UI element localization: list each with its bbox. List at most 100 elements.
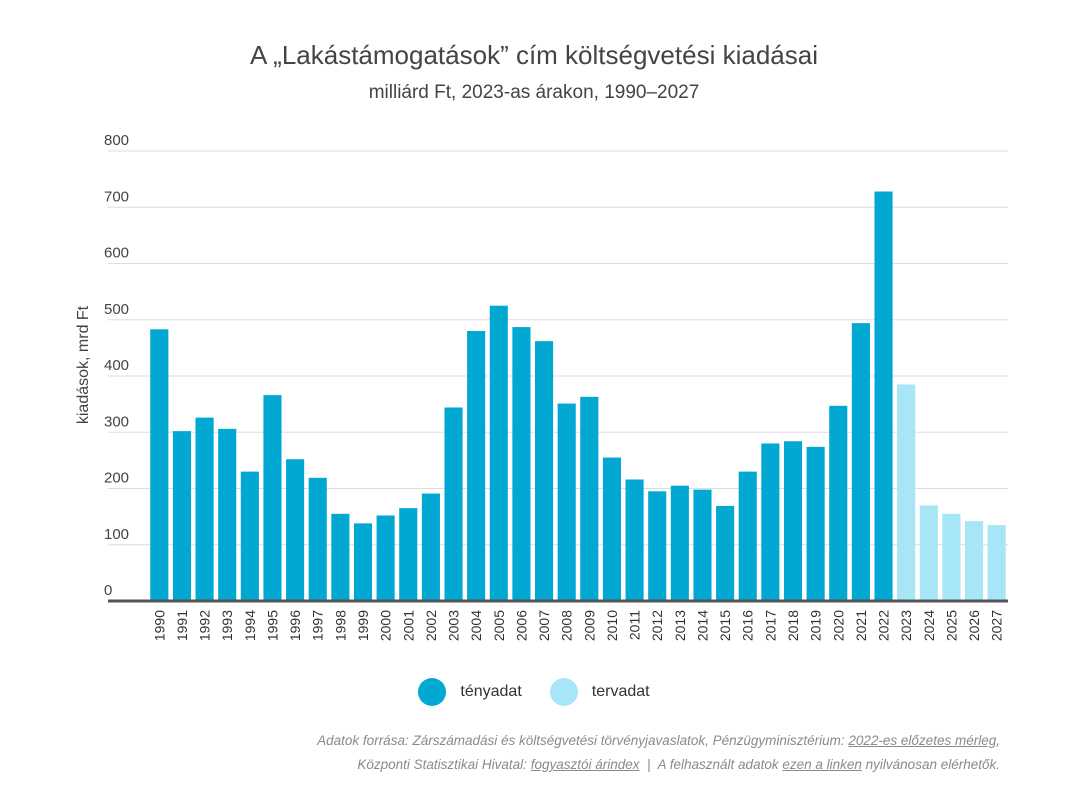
- x-tick-label: 1997: [310, 610, 326, 641]
- bar-2000: [376, 515, 395, 601]
- y-tick-label: 600: [104, 245, 129, 262]
- bars: [150, 191, 1006, 601]
- bar-2020: [829, 405, 848, 601]
- x-tick-label: 2023: [898, 610, 914, 641]
- bar-2004: [467, 331, 486, 601]
- x-tick-label: 2015: [717, 610, 733, 641]
- source-text: Központi Statisztikai Hivatal:: [357, 757, 531, 772]
- bar-2027: [987, 525, 1006, 601]
- x-tick-label: 2001: [400, 610, 416, 641]
- bar-2024: [919, 505, 938, 601]
- legend-label-planned: tervadat: [591, 683, 650, 700]
- bar-2005: [489, 305, 508, 601]
- preliminary-balance-link[interactable]: 2022-es előzetes mérleg: [848, 733, 997, 748]
- bar-2008: [557, 403, 576, 601]
- source-text: nyilvánosan elérhetők.: [861, 757, 1000, 772]
- legend-swatch-planned: [549, 678, 578, 706]
- y-tick-label: 200: [104, 470, 129, 487]
- x-tick-label: 2007: [536, 610, 552, 641]
- bar-1998: [331, 513, 350, 601]
- y-tick-label: 500: [104, 301, 129, 318]
- price-index-link[interactable]: fogyasztói árindex: [530, 757, 640, 772]
- x-tick-label: 2018: [785, 610, 801, 641]
- bar-1992: [195, 417, 214, 601]
- bar-1995: [263, 395, 282, 601]
- x-tick-label: 2003: [446, 610, 462, 641]
- bar-2019: [806, 446, 825, 601]
- y-tick-label: 800: [104, 132, 129, 149]
- bar-1993: [218, 428, 237, 601]
- bar-2003: [444, 407, 463, 601]
- bar-1991: [172, 431, 191, 601]
- legend-item-planned: tervadat: [549, 678, 650, 706]
- x-tick-label: 2026: [966, 610, 982, 641]
- x-tick-label: 2010: [604, 610, 620, 641]
- chart-title: A „Lakástámogatások” cím költségvetési k…: [250, 40, 818, 70]
- x-tick-label: 2012: [649, 610, 665, 641]
- x-axis-ticks: 1990 1991 1992 1993 1994 1995 1996 1997 1998 1999…: [151, 610, 1004, 641]
- bar-2017: [761, 443, 780, 601]
- x-tick-label: 2027: [989, 610, 1005, 641]
- bar-2001: [399, 508, 418, 601]
- x-tick-label: 1998: [332, 610, 348, 641]
- bar-1990: [150, 329, 169, 601]
- bar-2009: [580, 396, 599, 601]
- bar-2012: [648, 491, 667, 601]
- x-tick-label: 1996: [287, 610, 303, 641]
- bar-2015: [716, 505, 735, 601]
- legend: tényadat tervadat: [0, 678, 1068, 706]
- x-tick-label: 2024: [921, 610, 937, 641]
- y-tick-label: 0: [104, 582, 112, 599]
- bar-2023: [897, 384, 916, 601]
- source-line-2: Központi Statisztikai Hivatal: fogyasztó…: [100, 753, 1000, 777]
- bar-2013: [670, 485, 689, 601]
- source-note: Adatok forrása: Zárszámadási és költségv…: [100, 729, 1000, 777]
- x-tick-label: 2021: [853, 610, 869, 641]
- x-tick-label: 2004: [468, 610, 484, 641]
- bar-2007: [535, 341, 554, 601]
- legend-label-actual: tényadat: [460, 683, 522, 700]
- legend-item-actual: tényadat: [418, 678, 522, 706]
- x-tick-label: 1991: [174, 610, 190, 641]
- bar-2010: [602, 457, 621, 601]
- bar-2026: [965, 521, 984, 601]
- bar-1997: [308, 477, 327, 601]
- x-tick-label: 1990: [151, 610, 167, 641]
- source-line-1: Adatok forrása: Zárszámadási és költségv…: [100, 729, 1000, 753]
- x-tick-label: 2022: [876, 610, 892, 641]
- y-tick-label: 100: [104, 526, 129, 543]
- x-tick-label: 1995: [264, 610, 280, 641]
- bar-1994: [240, 471, 259, 601]
- y-axis-ticks: 0 100 200 300 400 500 600 700 800: [104, 132, 129, 599]
- y-tick-label: 300: [104, 413, 129, 430]
- x-tick-label: 2011: [627, 610, 643, 640]
- bar-2018: [783, 441, 803, 601]
- x-tick-label: 2005: [491, 610, 507, 641]
- bar-2006: [512, 327, 531, 601]
- bar-1996: [286, 459, 305, 601]
- bar-2022: [874, 191, 893, 601]
- source-text: ,: [996, 733, 1000, 748]
- source-text: | A felhasznált adatok: [639, 757, 783, 772]
- legend-swatch-actual: [418, 678, 447, 706]
- x-tick-label: 2019: [808, 610, 824, 641]
- bar-2002: [421, 493, 440, 601]
- bar-2014: [693, 489, 712, 601]
- bar-2021: [851, 323, 870, 601]
- bar-1999: [353, 523, 373, 601]
- x-tick-label: 1993: [219, 610, 235, 641]
- x-tick-label: 2000: [378, 610, 394, 641]
- bar-2016: [738, 471, 757, 601]
- y-tick-label: 700: [104, 188, 129, 205]
- x-tick-label: 2006: [513, 610, 529, 641]
- x-tick-label: 2008: [559, 610, 575, 641]
- x-tick-label: 2009: [581, 610, 597, 641]
- x-tick-label: 2014: [694, 610, 710, 641]
- data-link[interactable]: ezen a linken: [782, 757, 862, 772]
- x-tick-label: 2013: [672, 610, 688, 641]
- x-tick-label: 1994: [242, 610, 258, 641]
- x-tick-label: 2020: [830, 610, 846, 641]
- x-tick-label: 2016: [740, 610, 756, 641]
- x-tick-label: 2017: [762, 610, 778, 641]
